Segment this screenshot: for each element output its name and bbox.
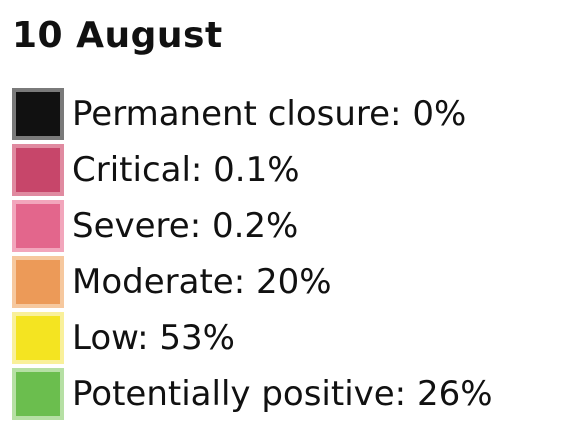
legend-label: Moderate: 20%	[72, 262, 332, 302]
swatch-moderate	[12, 256, 64, 308]
swatch-permanent-closure	[12, 88, 64, 140]
swatch-potentially-positive	[12, 368, 64, 420]
swatch-severe	[12, 200, 64, 252]
legend-label: Severe: 0.2%	[72, 206, 299, 246]
legend-label: Permanent closure: 0%	[72, 94, 467, 134]
legend-item-severe: Severe: 0.2%	[12, 198, 568, 254]
legend-label: Potentially positive: 26%	[72, 374, 493, 414]
swatch-critical	[12, 144, 64, 196]
legend-item-critical: Critical: 0.1%	[12, 142, 568, 198]
legend-item-potentially-positive: Potentially positive: 26%	[12, 366, 568, 422]
legend-item-moderate: Moderate: 20%	[12, 254, 568, 310]
swatch-low	[12, 312, 64, 364]
legend-title: 10 August	[12, 15, 223, 56]
legend-item-low: Low: 53%	[12, 310, 568, 366]
legend: 10 August Permanent closure: 0% Critical…	[12, 8, 568, 422]
legend-label: Critical: 0.1%	[72, 150, 300, 190]
legend-item-permanent-closure: Permanent closure: 0%	[12, 86, 568, 142]
legend-label: Low: 53%	[72, 318, 235, 358]
